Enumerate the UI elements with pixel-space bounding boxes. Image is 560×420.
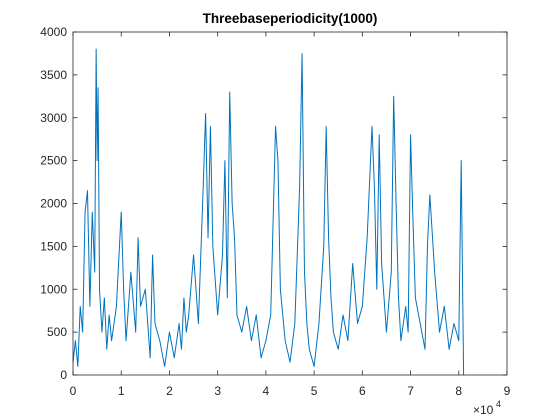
- series-line-0: [72, 48, 465, 376]
- x-tick-label: 9: [504, 384, 511, 398]
- x-tick-label: 5: [311, 384, 318, 398]
- x-tick-label: 3: [214, 384, 221, 398]
- x-tick-label: 1: [118, 384, 125, 398]
- x-tick-label: 8: [455, 384, 462, 398]
- x-tick-label: 4: [263, 384, 270, 398]
- y-tick-label: 2000: [40, 197, 67, 211]
- y-tick-label: 500: [47, 325, 67, 339]
- chart-title: Threebaseperiodicity(1000): [203, 11, 378, 26]
- axes-box: [72, 31, 508, 376]
- y-tick-label: 1000: [40, 282, 67, 296]
- x-exponent-power: 4: [496, 399, 501, 409]
- x-tick-label: 7: [407, 384, 414, 398]
- plot-area: [73, 32, 507, 375]
- x-tick-label: 2: [166, 384, 173, 398]
- y-tick-label: 0: [60, 368, 67, 382]
- x-axis-exponent: ×10 4: [473, 399, 501, 417]
- y-tick-label: 3000: [40, 111, 67, 125]
- y-tick-label: 3500: [40, 68, 67, 82]
- y-tick-label: 2500: [40, 154, 67, 168]
- y-tick-label: 1500: [40, 239, 67, 253]
- x-exponent-base: ×10: [473, 403, 494, 417]
- x-tick-label: 0: [70, 384, 77, 398]
- series-layer: [72, 48, 465, 376]
- x-tick-label: 6: [359, 384, 366, 398]
- y-tick-label: 4000: [40, 25, 67, 39]
